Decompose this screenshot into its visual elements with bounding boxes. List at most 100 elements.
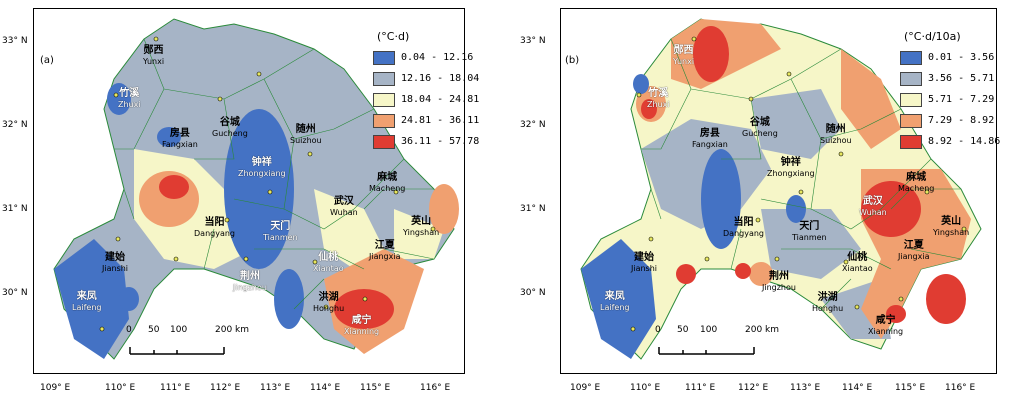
city-label: 洪湖 Honghu — [313, 292, 345, 313]
city-label: 房县 Fangxian — [162, 128, 198, 149]
lon-tick: 116° E — [420, 383, 451, 393]
scale-label: 100 — [700, 325, 718, 335]
legend-item: 7.29 - 8.92 — [900, 110, 1000, 131]
legend-item: 5.71 - 7.29 — [900, 89, 1000, 110]
lon-tick: 109° E — [40, 383, 71, 393]
city-label: 当阳 Dangyang — [723, 217, 764, 238]
legend-swatch — [900, 134, 922, 149]
lon-tick: 111° E — [160, 383, 191, 393]
zone-red — [641, 99, 657, 119]
legend-item: 12.16 - 18.04 — [373, 68, 479, 89]
legend-swatch — [373, 134, 395, 149]
zone-orange — [841, 49, 901, 149]
zone-red — [334, 289, 394, 329]
lat-tick: 32° N — [520, 120, 546, 130]
lat-tick: 33° N — [520, 36, 546, 46]
lon-tick: 111° E — [685, 383, 716, 393]
city-label: 咸宁 Xianning — [868, 315, 904, 336]
scale-label: 0 — [126, 325, 132, 335]
legend-title: (°C·d/10a) — [904, 30, 961, 43]
lon-tick: 112° E — [738, 383, 769, 393]
city-label: 英山 Yingshan — [403, 216, 440, 237]
county-boundaries — [641, 38, 962, 310]
legend-label: 24.81 - 36.11 — [401, 115, 480, 126]
lon-tick: 114° E — [842, 383, 873, 393]
city-label: 荆州 Jingzhou — [233, 271, 267, 292]
city-label: 建始 Jianshi — [102, 252, 129, 273]
city-label: 麻城 Macheng — [898, 172, 935, 193]
city-label: 随州 Suizhou — [820, 124, 852, 145]
zone-blue — [701, 149, 741, 249]
zone-red — [926, 274, 966, 324]
zone-blue — [581, 239, 656, 359]
scale-label: 50 — [677, 325, 689, 335]
zone-blue — [633, 74, 649, 94]
zone-orange — [749, 262, 773, 286]
legend-label: 7.29 - 8.92 — [928, 115, 995, 126]
map-frame-b — [560, 8, 997, 374]
station-dots — [99, 36, 436, 332]
zone-grey — [751, 89, 841, 159]
lon-tick: 113° E — [790, 383, 821, 393]
lat-tick: 30° N — [520, 288, 546, 298]
legend-swatch — [373, 113, 395, 128]
zone-red — [676, 264, 696, 284]
legend-swatch — [900, 113, 922, 128]
lon-tick: 114° E — [310, 383, 341, 393]
zone-light — [394, 209, 444, 259]
zone-red — [159, 175, 189, 199]
lat-tick: 32° N — [2, 120, 28, 130]
map-canvas-a — [53, 18, 459, 360]
legend-title: (°C·d) — [377, 30, 410, 43]
scale-label: 50 — [148, 325, 160, 335]
zone-orange — [429, 184, 459, 234]
city-label: 江夏 Jiangxia — [898, 240, 930, 261]
zone-light — [314, 189, 384, 269]
lon-tick: 109° E — [570, 383, 601, 393]
city-label: 建始 Jianshi — [631, 252, 658, 273]
city-label: 仙桃 Xiantao — [313, 252, 344, 273]
zone-blue — [224, 109, 294, 269]
city-label: 洪湖 Honghu — [812, 292, 844, 313]
scale-bar-a — [129, 347, 225, 355]
legend-swatch — [373, 71, 395, 86]
map-panel-a: (a) (°C·d) 0.04 - 12.16 12.16 - 18.04 18… — [2, 8, 479, 393]
lat-tick: 30° N — [2, 288, 28, 298]
legend-swatch — [373, 92, 395, 107]
panel-label: (b) — [565, 55, 580, 66]
map-frame-a — [33, 8, 465, 374]
lat-tick: 31° N — [2, 204, 28, 214]
legend-label: 5.71 - 7.29 — [928, 94, 995, 105]
legend-item: 0.04 - 12.16 — [373, 47, 479, 68]
legend-a: (°C·d) 0.04 - 12.16 12.16 - 18.04 18.04 … — [373, 30, 479, 152]
lon-tick: 110° E — [630, 383, 661, 393]
zone-blue — [786, 195, 806, 223]
city-label: 仙桃 Xiantao — [842, 252, 873, 273]
zone-blue — [107, 83, 131, 115]
legend-item: 24.81 - 36.11 — [373, 110, 479, 131]
legend-b: (°C·d/10a) 0.01 - 3.56 3.56 - 5.71 5.71 … — [900, 30, 1000, 152]
city-label: 当阳 Dangyang — [194, 217, 235, 238]
legend-item: 3.56 - 5.71 — [900, 68, 1000, 89]
legend-item: 36.11 - 57.78 — [373, 131, 479, 152]
zone-blue — [274, 269, 304, 329]
scale-label: 100 — [170, 325, 188, 335]
city-label: 竹溪 Zhuxi — [647, 88, 670, 109]
legend-swatch — [373, 50, 395, 65]
zone-blue — [157, 127, 181, 147]
lon-tick: 113° E — [260, 383, 291, 393]
city-label: 武汉 Wuhan — [859, 196, 887, 217]
panel-label: (a) — [40, 55, 54, 66]
scale-label: 0 — [655, 325, 661, 335]
zone-red — [886, 305, 906, 323]
lon-tick: 115° E — [895, 383, 926, 393]
city-label: 随州 Suizhou — [290, 124, 322, 145]
legend-item: 18.04 - 24.81 — [373, 89, 479, 110]
legend-label: 8.92 - 14.86 — [928, 136, 1001, 147]
city-label: 郧西 Yunxi — [143, 45, 165, 66]
legend-label: 0.04 - 12.16 — [401, 52, 474, 63]
city-label: 天门 Tianmen — [263, 221, 298, 242]
city-label: 谷城 Gucheng — [212, 117, 248, 138]
city-label: 英山 Yingshan — [933, 216, 970, 237]
zone-blue — [119, 287, 139, 311]
